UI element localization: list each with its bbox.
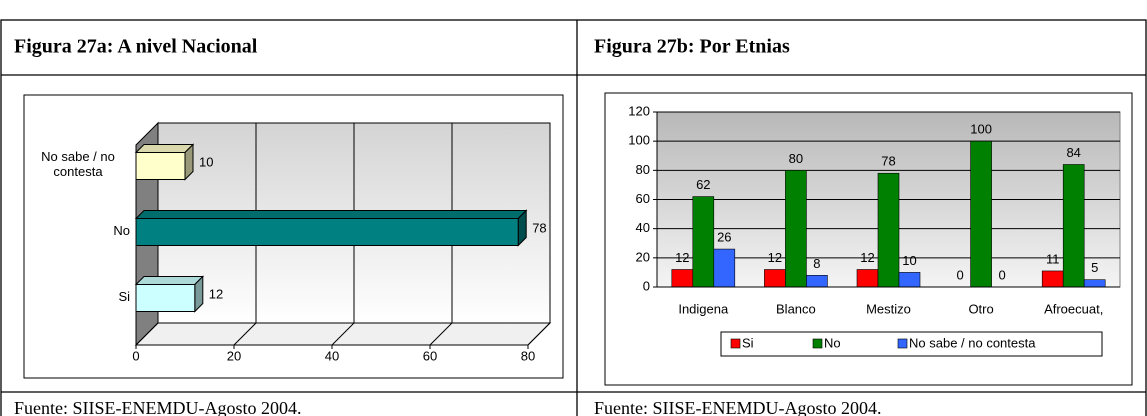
figure-title: Figura 27a: A nivel Nacional bbox=[14, 36, 258, 58]
x-tick-label: Afroecuat, bbox=[1044, 301, 1103, 316]
y-tick-label: Si bbox=[118, 288, 130, 304]
y-tick-label: 0 bbox=[643, 278, 650, 293]
legend-swatch bbox=[812, 338, 823, 349]
grid-line bbox=[233, 322, 257, 346]
data-label: 62 bbox=[696, 177, 710, 192]
y-tick-label: 60 bbox=[636, 191, 650, 206]
x-tick-label: 20 bbox=[227, 348, 241, 363]
x-tick-label: Blanco bbox=[776, 301, 816, 316]
data-label: 8 bbox=[813, 256, 820, 271]
data-label: 12 bbox=[860, 250, 874, 265]
bar bbox=[1041, 270, 1064, 288]
table-border bbox=[0, 19, 1147, 416]
data-label: 78 bbox=[532, 220, 546, 235]
data-label: 26 bbox=[717, 230, 731, 245]
data-label: 78 bbox=[881, 154, 895, 169]
grid-line bbox=[331, 322, 355, 346]
data-label: 10 bbox=[902, 253, 916, 268]
legend-label: No sabe / no contesta bbox=[909, 335, 1036, 350]
grid-line bbox=[527, 322, 551, 346]
bar bbox=[877, 172, 900, 288]
legend-swatch bbox=[897, 338, 908, 349]
data-label: 80 bbox=[789, 151, 803, 166]
bar-top bbox=[134, 144, 195, 153]
table-grid bbox=[0, 19, 1147, 416]
bar bbox=[135, 284, 196, 312]
legend-label: No bbox=[824, 335, 841, 350]
y-tick-label: 80 bbox=[636, 162, 650, 177]
bar bbox=[898, 272, 921, 288]
x-tick-label: 60 bbox=[423, 348, 437, 363]
y-tick-label: 100 bbox=[628, 133, 650, 148]
y-tick-label-box: No sabe / no contesta bbox=[41, 149, 115, 179]
bar-top bbox=[134, 276, 205, 285]
y-tick-label: 40 bbox=[636, 220, 650, 235]
x-tick-label: 40 bbox=[325, 348, 339, 363]
legend-label: Si bbox=[742, 335, 754, 350]
data-label: 10 bbox=[199, 154, 213, 169]
grid-line bbox=[429, 322, 453, 346]
legend-box bbox=[720, 331, 1103, 357]
bar bbox=[671, 269, 694, 288]
bar bbox=[135, 152, 186, 180]
y-tick-label-box: Si bbox=[118, 288, 130, 304]
bar bbox=[713, 248, 736, 288]
bar bbox=[1083, 279, 1106, 288]
data-label: 0 bbox=[998, 267, 1005, 282]
bar bbox=[970, 140, 992, 288]
data-label: 11 bbox=[1046, 251, 1060, 266]
x-tick-label: 80 bbox=[521, 348, 535, 363]
bar bbox=[856, 269, 879, 288]
data-label: 5 bbox=[1091, 260, 1098, 275]
grid-line bbox=[135, 322, 159, 346]
y-tick-label: No sabe / no contesta bbox=[41, 149, 115, 179]
source-note: Fuente: SIISE-ENEMDU-Agosto 2004. bbox=[14, 398, 301, 416]
x-tick-label: Indigena bbox=[678, 301, 729, 316]
y-tick-label-box: No bbox=[113, 222, 130, 238]
data-label: 12 bbox=[675, 250, 689, 265]
figure-title: Figura 27b: Por Etnias bbox=[594, 36, 790, 58]
x-tick-label: 0 bbox=[132, 348, 139, 363]
data-label: 0 bbox=[956, 267, 963, 282]
bar bbox=[135, 218, 519, 246]
bar bbox=[764, 269, 786, 288]
x-tick-label: Mestizo bbox=[866, 301, 911, 316]
source-note: Fuente: SIISE-ENEMDU-Agosto 2004. bbox=[594, 398, 881, 416]
bar-top bbox=[134, 210, 528, 219]
bar bbox=[806, 275, 828, 288]
legend-swatch bbox=[730, 338, 741, 349]
y-tick-label: No bbox=[113, 222, 130, 238]
data-label: 12 bbox=[209, 286, 223, 301]
data-label: 12 bbox=[768, 250, 782, 265]
data-label: 100 bbox=[970, 122, 992, 137]
bar bbox=[1062, 164, 1085, 288]
y-tick-label: 120 bbox=[628, 103, 650, 118]
y-tick-label: 20 bbox=[636, 249, 650, 264]
x-tick-label: Otro bbox=[968, 301, 993, 316]
bar bbox=[692, 196, 715, 288]
data-label: 84 bbox=[1066, 145, 1080, 160]
bar bbox=[785, 170, 807, 288]
